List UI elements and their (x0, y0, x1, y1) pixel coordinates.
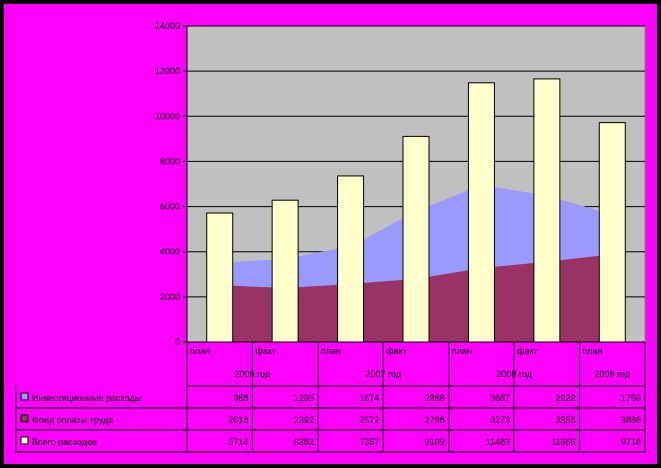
legend-swatch (20, 414, 29, 423)
table-cell-value: 2929 (556, 393, 576, 403)
y-tick-label: 10000 (155, 111, 180, 121)
bar-total (467, 82, 495, 343)
table-cell-value: 9109 (425, 437, 445, 447)
bar-total (598, 122, 626, 343)
table-cell-value: 1756 (621, 393, 641, 403)
data-table: план факт план факт план факт план 2006 год 2007… (15, 341, 646, 453)
table-cell-value: 9718 (621, 437, 641, 447)
x-category-label: план (190, 346, 210, 356)
table-cell-value: 5714 (228, 437, 248, 447)
y-tick-label: 8000 (160, 156, 180, 166)
bar-total (206, 212, 234, 343)
table-cell-value: 6282 (294, 437, 314, 447)
y-tick-label: 4000 (160, 247, 180, 257)
legend-label: Всего расходов (32, 437, 97, 447)
legend-label: Фонд оплаты труда (32, 415, 113, 425)
y-tick-label: 14000 (155, 21, 180, 31)
legend-swatch (20, 392, 29, 401)
table-cell-value: 988 (233, 393, 248, 403)
table-cell-value: 3886 (621, 415, 641, 425)
table-cell-value: 2988 (425, 393, 445, 403)
x-category-label: факт (255, 346, 276, 356)
table-cell-value: 3273 (490, 415, 510, 425)
table-cell-value: 1674 (359, 393, 379, 403)
table-cell-value: 7357 (359, 437, 379, 447)
chart-frame: 0 2000 4000 6000 8000 10000 12000 14000 план фак… (4, 4, 657, 464)
x-category-label: план (583, 346, 603, 356)
x-category-label: план (321, 346, 341, 356)
bar-total (402, 135, 430, 343)
x-category-label: факт (386, 346, 407, 356)
table-cell-value: 11483 (486, 437, 510, 447)
y-tick-label: 12000 (155, 66, 180, 76)
x-category-label: факт (517, 346, 538, 356)
table-cell-value: 2518 (228, 415, 248, 425)
legend-swatch (20, 436, 29, 445)
x-category-label: план (452, 346, 472, 356)
chart-svg: 0 2000 4000 6000 8000 10000 12000 14000 план фак… (15, 21, 646, 453)
y-tick-label: 6000 (160, 202, 180, 212)
bar-total (337, 175, 365, 343)
x-group-label: 2009 год (594, 369, 630, 379)
x-group-label: 2008 год (496, 369, 532, 379)
y-tick-label: 2000 (160, 292, 180, 302)
x-group-label: 2007 год (365, 369, 401, 379)
table-cell-value: 11656 (551, 437, 575, 447)
table-cell-value: 2798 (425, 415, 445, 425)
table-cell-value: 3558 (556, 415, 576, 425)
y-tick-label: 0 (175, 337, 180, 347)
table-cell-value: 2392 (294, 415, 314, 425)
legend-label: Инвестиционные расходы (32, 393, 141, 403)
table-cell-value: 2572 (359, 415, 379, 425)
table-cell-value: 3687 (490, 393, 510, 403)
bar-layer (206, 78, 626, 343)
bar-total (533, 78, 561, 343)
table-cell-value: 1295 (294, 393, 314, 403)
bar-total (271, 199, 299, 343)
x-group-label: 2006 год (235, 369, 271, 379)
